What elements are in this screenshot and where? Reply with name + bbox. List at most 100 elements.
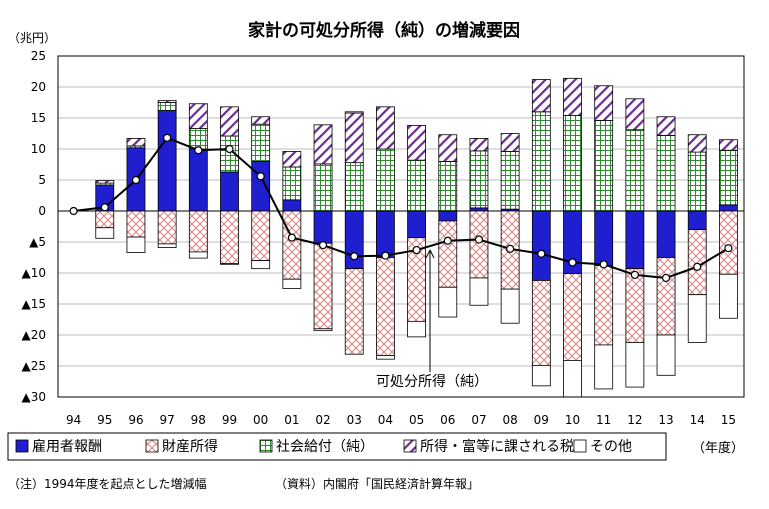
bar-segment-1 bbox=[469, 210, 489, 279]
bar-segment-4 bbox=[126, 236, 146, 253]
line-label: 可処分所得（純） bbox=[376, 373, 488, 390]
line-point bbox=[443, 236, 452, 245]
bar-segment-0 bbox=[407, 210, 426, 239]
bar-segment-1 bbox=[126, 210, 146, 238]
chart-title: 家計の可処分所得（純）の増減要因 bbox=[248, 20, 520, 41]
x-tick-label: 97 bbox=[159, 413, 174, 427]
y-tick-label: 5 bbox=[38, 173, 46, 187]
bar-segment-3 bbox=[687, 134, 707, 153]
bar-segment-3 bbox=[531, 79, 551, 113]
line-point bbox=[693, 262, 702, 271]
bar-segment-4 bbox=[656, 334, 676, 376]
bar-segment-0 bbox=[719, 204, 738, 212]
bar-segment-0 bbox=[625, 210, 645, 270]
bar-segment-1 bbox=[563, 273, 582, 361]
bar-segment-0 bbox=[282, 199, 302, 212]
bar-segment-2 bbox=[407, 159, 426, 212]
line-path bbox=[73, 136, 729, 279]
y-tick-label: 25 bbox=[31, 49, 46, 63]
line-point bbox=[381, 251, 390, 260]
legend: 雇用者報酬 財産所得 社会給付（純） 所得・富等に課される税 その他 bbox=[7, 432, 667, 461]
bar-segment-1 bbox=[344, 268, 364, 355]
bar-segment-2 bbox=[157, 102, 177, 111]
bar-segment-4 bbox=[251, 260, 271, 270]
bar-segment-0 bbox=[687, 210, 707, 231]
x-tick-label: 05 bbox=[409, 413, 424, 427]
bar-segment-3 bbox=[95, 180, 115, 184]
y-tick-label: ▲15 bbox=[22, 297, 47, 311]
bar-segment-2 bbox=[282, 166, 302, 201]
bar-segment-4 bbox=[469, 277, 489, 306]
bar-segment-0 bbox=[531, 210, 551, 281]
bar-segment-2 bbox=[594, 120, 614, 212]
bar-segment-4 bbox=[625, 342, 645, 388]
line-point bbox=[225, 144, 234, 154]
legend-swatch bbox=[259, 439, 273, 453]
legend-label: 社会給付（純） bbox=[276, 439, 374, 455]
x-axis-ticks: 94 95 96 97 98 99 00 01 02 03 04 05 06 07 08 09 10 11 12 13… bbox=[66, 413, 736, 427]
bar-segment-3 bbox=[438, 134, 458, 162]
x-tick-label: 02 bbox=[315, 413, 330, 427]
bar-segment-4 bbox=[594, 344, 614, 390]
bar-segment-3 bbox=[625, 98, 645, 131]
y-tick-label: 10 bbox=[31, 142, 46, 156]
bar-segment-2 bbox=[251, 123, 271, 162]
bar-segment-4 bbox=[376, 355, 395, 360]
line-point bbox=[287, 233, 296, 242]
line-point bbox=[506, 244, 515, 253]
legend-label: その他 bbox=[590, 439, 632, 455]
bar-segment-1 bbox=[625, 268, 645, 343]
bar-segment-0 bbox=[656, 210, 676, 258]
note-base-year: （注）1994年度を起点とした増減幅 bbox=[8, 477, 207, 491]
bar-segment-1 bbox=[438, 220, 458, 288]
bar-segment-0 bbox=[469, 207, 489, 212]
x-tick-label: 10 bbox=[565, 413, 580, 427]
bar-segment-4 bbox=[687, 294, 707, 343]
bar-segment-3 bbox=[594, 85, 614, 121]
bar-segment-3 bbox=[282, 151, 302, 168]
bar-segment-0 bbox=[376, 210, 395, 258]
legend-frame bbox=[7, 432, 667, 461]
bar-segment-4 bbox=[438, 286, 458, 318]
bar-segment-2 bbox=[500, 151, 520, 210]
bar-segment-1 bbox=[282, 210, 302, 280]
bar-segment-0 bbox=[594, 210, 614, 266]
bar-segment-3 bbox=[344, 112, 364, 164]
y-tick-label: 20 bbox=[31, 80, 46, 94]
bar-segment-0 bbox=[188, 148, 208, 212]
plot-frame bbox=[57, 55, 745, 398]
legend-swatch bbox=[145, 439, 159, 453]
bar-segment-1 bbox=[719, 210, 738, 275]
legend-label: 所得・富等に課される税 bbox=[420, 438, 574, 455]
line-point bbox=[318, 241, 328, 250]
legend-swatch bbox=[573, 439, 587, 453]
bar-segment-4 bbox=[282, 278, 302, 289]
bar-segment-2 bbox=[344, 162, 364, 212]
bar-segment-1 bbox=[594, 265, 614, 346]
y-tick-label: ▲30 bbox=[22, 390, 47, 404]
bar-segment-0 bbox=[220, 171, 239, 212]
bar-segment-3 bbox=[500, 133, 520, 152]
line-point bbox=[131, 175, 141, 185]
bar-segment-3 bbox=[376, 106, 395, 150]
bar-segment-4 bbox=[313, 328, 333, 332]
bar-segment-4 bbox=[188, 251, 208, 259]
bar-segment-3 bbox=[407, 125, 426, 161]
bar-segment-2 bbox=[438, 160, 458, 212]
bar-segment-3 bbox=[656, 116, 676, 136]
bar-segment-2 bbox=[313, 163, 333, 212]
bar-segment-2 bbox=[656, 134, 676, 212]
bar-segment-1 bbox=[251, 210, 271, 261]
bar-segment-2 bbox=[687, 151, 707, 212]
line-point bbox=[194, 146, 203, 155]
line-point bbox=[568, 258, 577, 267]
bar-segment-4 bbox=[500, 288, 520, 324]
bar-segment-3 bbox=[469, 138, 489, 152]
bar-segment-4 bbox=[344, 111, 364, 114]
bar-segment-4 bbox=[563, 360, 582, 398]
x-tick-label: 12 bbox=[627, 413, 642, 427]
bar-segment-3 bbox=[313, 124, 333, 165]
y-tick-label: 15 bbox=[31, 111, 46, 125]
y-unit-label: （兆円） bbox=[8, 31, 56, 45]
